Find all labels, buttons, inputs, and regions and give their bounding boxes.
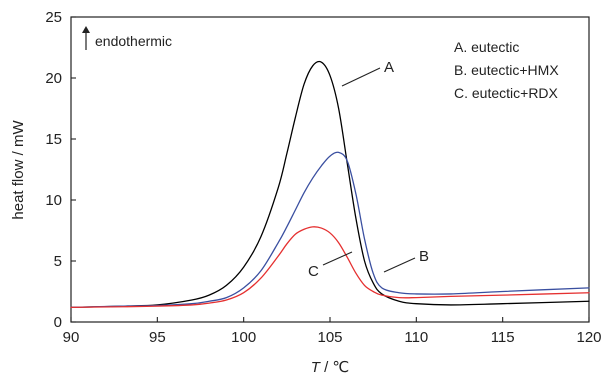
x-axis-unit: / ℃	[320, 359, 349, 376]
up-arrow-head-icon	[82, 26, 90, 33]
callout-c-leader	[322, 251, 353, 266]
callout-a-leader	[341, 67, 381, 87]
legend-entry-c: C. eutectic+RDX	[454, 85, 559, 101]
x-axis-ticks: 90 95 100 105 110 115 120	[63, 317, 602, 346]
y-tick-label: 10	[45, 192, 62, 209]
x-axis-variable: T	[311, 359, 322, 376]
callout-b-leader	[383, 257, 416, 273]
y-tick-label: 25	[45, 9, 62, 26]
x-tick-label: 110	[404, 329, 428, 346]
y-axis-ticks: 0 5 10 15 20 25	[45, 9, 76, 331]
y-tick-label: 0	[54, 314, 62, 331]
x-tick-label: 95	[149, 329, 166, 346]
legend: A. eutectic B. eutectic+HMX C. eutectic+…	[454, 39, 559, 101]
callout-b: B	[383, 248, 429, 273]
y-tick-label: 20	[45, 70, 62, 87]
y-tick-label: 15	[45, 131, 62, 148]
series-layer	[70, 60, 590, 309]
endothermic-label: endothermic	[95, 33, 172, 49]
series-line-b	[70, 151, 590, 309]
x-tick-label: 105	[317, 329, 342, 346]
series-line-c	[70, 226, 590, 309]
series-line-a	[70, 60, 590, 309]
x-tick-label: 120	[576, 329, 601, 346]
x-tick-label: 90	[63, 329, 80, 346]
legend-entry-b: B. eutectic+HMX	[454, 62, 559, 78]
y-axis-title: heat flow / mW	[10, 120, 27, 220]
x-axis-title: T / ℃	[311, 359, 350, 376]
endothermic-annotation: endothermic	[82, 26, 172, 50]
x-tick-label: 100	[231, 329, 256, 346]
callout-c-label: C	[308, 263, 319, 280]
y-tick-label: 5	[54, 253, 62, 270]
callout-c: C	[308, 251, 353, 280]
callout-b-label: B	[419, 248, 429, 265]
callout-a: A	[341, 59, 394, 87]
callout-a-label: A	[384, 59, 394, 76]
legend-entry-a: A. eutectic	[454, 39, 519, 55]
x-tick-label: 115	[491, 329, 515, 346]
